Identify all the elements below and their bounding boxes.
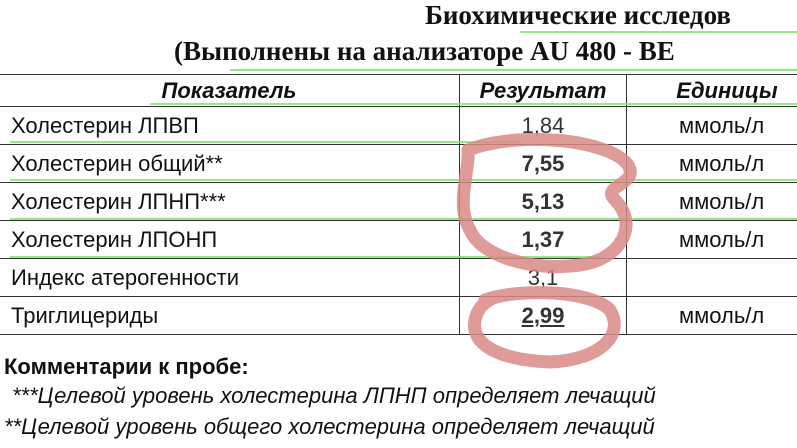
document-title: Биохимические исследов (425, 0, 731, 30)
row-value: 1,84 (459, 106, 627, 145)
comments-heading: Комментарии к пробе: (4, 354, 249, 379)
row-unit: ммоль/л (626, 296, 797, 335)
table-row: Холестерин общий** 7,55 ммоль/л (0, 144, 797, 183)
row-unit: ммоль/л (626, 182, 797, 221)
row-value: 5,13 (459, 182, 627, 221)
row-unit: ммоль/л (626, 144, 797, 183)
table-row: Холестерин ЛПВП 1,84 ммоль/л (0, 106, 797, 145)
row-unit (626, 258, 797, 297)
table-header: Показатель Результат Единицы (0, 74, 797, 107)
table-row: Холестерин ЛПНП*** 5,13 ммоль/л (0, 182, 797, 221)
row-name: Холестерин ЛПНП*** (0, 182, 460, 221)
row-value: 1,37 (459, 220, 627, 259)
header-result: Результат (459, 74, 627, 107)
row-name: Холестерин ЛПВП (0, 106, 460, 145)
comment-line: **Целевой уровень общего холестерина опр… (4, 414, 655, 439)
header-parameter: Показатель (0, 74, 460, 107)
row-name: Холестерин ЛПОНП (0, 220, 460, 259)
row-name: Индекс атерогенности (0, 258, 460, 297)
table-row: Холестерин ЛПОНП 1,37 ммоль/л (0, 220, 797, 259)
row-value: 2,99 (459, 296, 627, 335)
document-subtitle: (Выполнены на анализаторе AU 480 - BE (174, 36, 675, 66)
table-row: Индекс атерогенности 3,1 (0, 258, 797, 297)
row-name: Триглицериды (0, 296, 460, 335)
table-row: Триглицериды 2,99 ммоль/л (0, 296, 797, 335)
header-units: Единицы (626, 74, 797, 107)
row-value: 7,55 (459, 144, 627, 183)
comment-line: ***Целевой уровень холестерина ЛПНП опре… (12, 383, 656, 408)
row-name: Холестерин общий** (0, 144, 460, 183)
row-unit: ммоль/л (626, 220, 797, 259)
results-table: Показатель Результат Единицы Холестерин … (0, 74, 797, 335)
row-value: 3,1 (459, 258, 627, 297)
row-unit: ммоль/л (626, 106, 797, 145)
